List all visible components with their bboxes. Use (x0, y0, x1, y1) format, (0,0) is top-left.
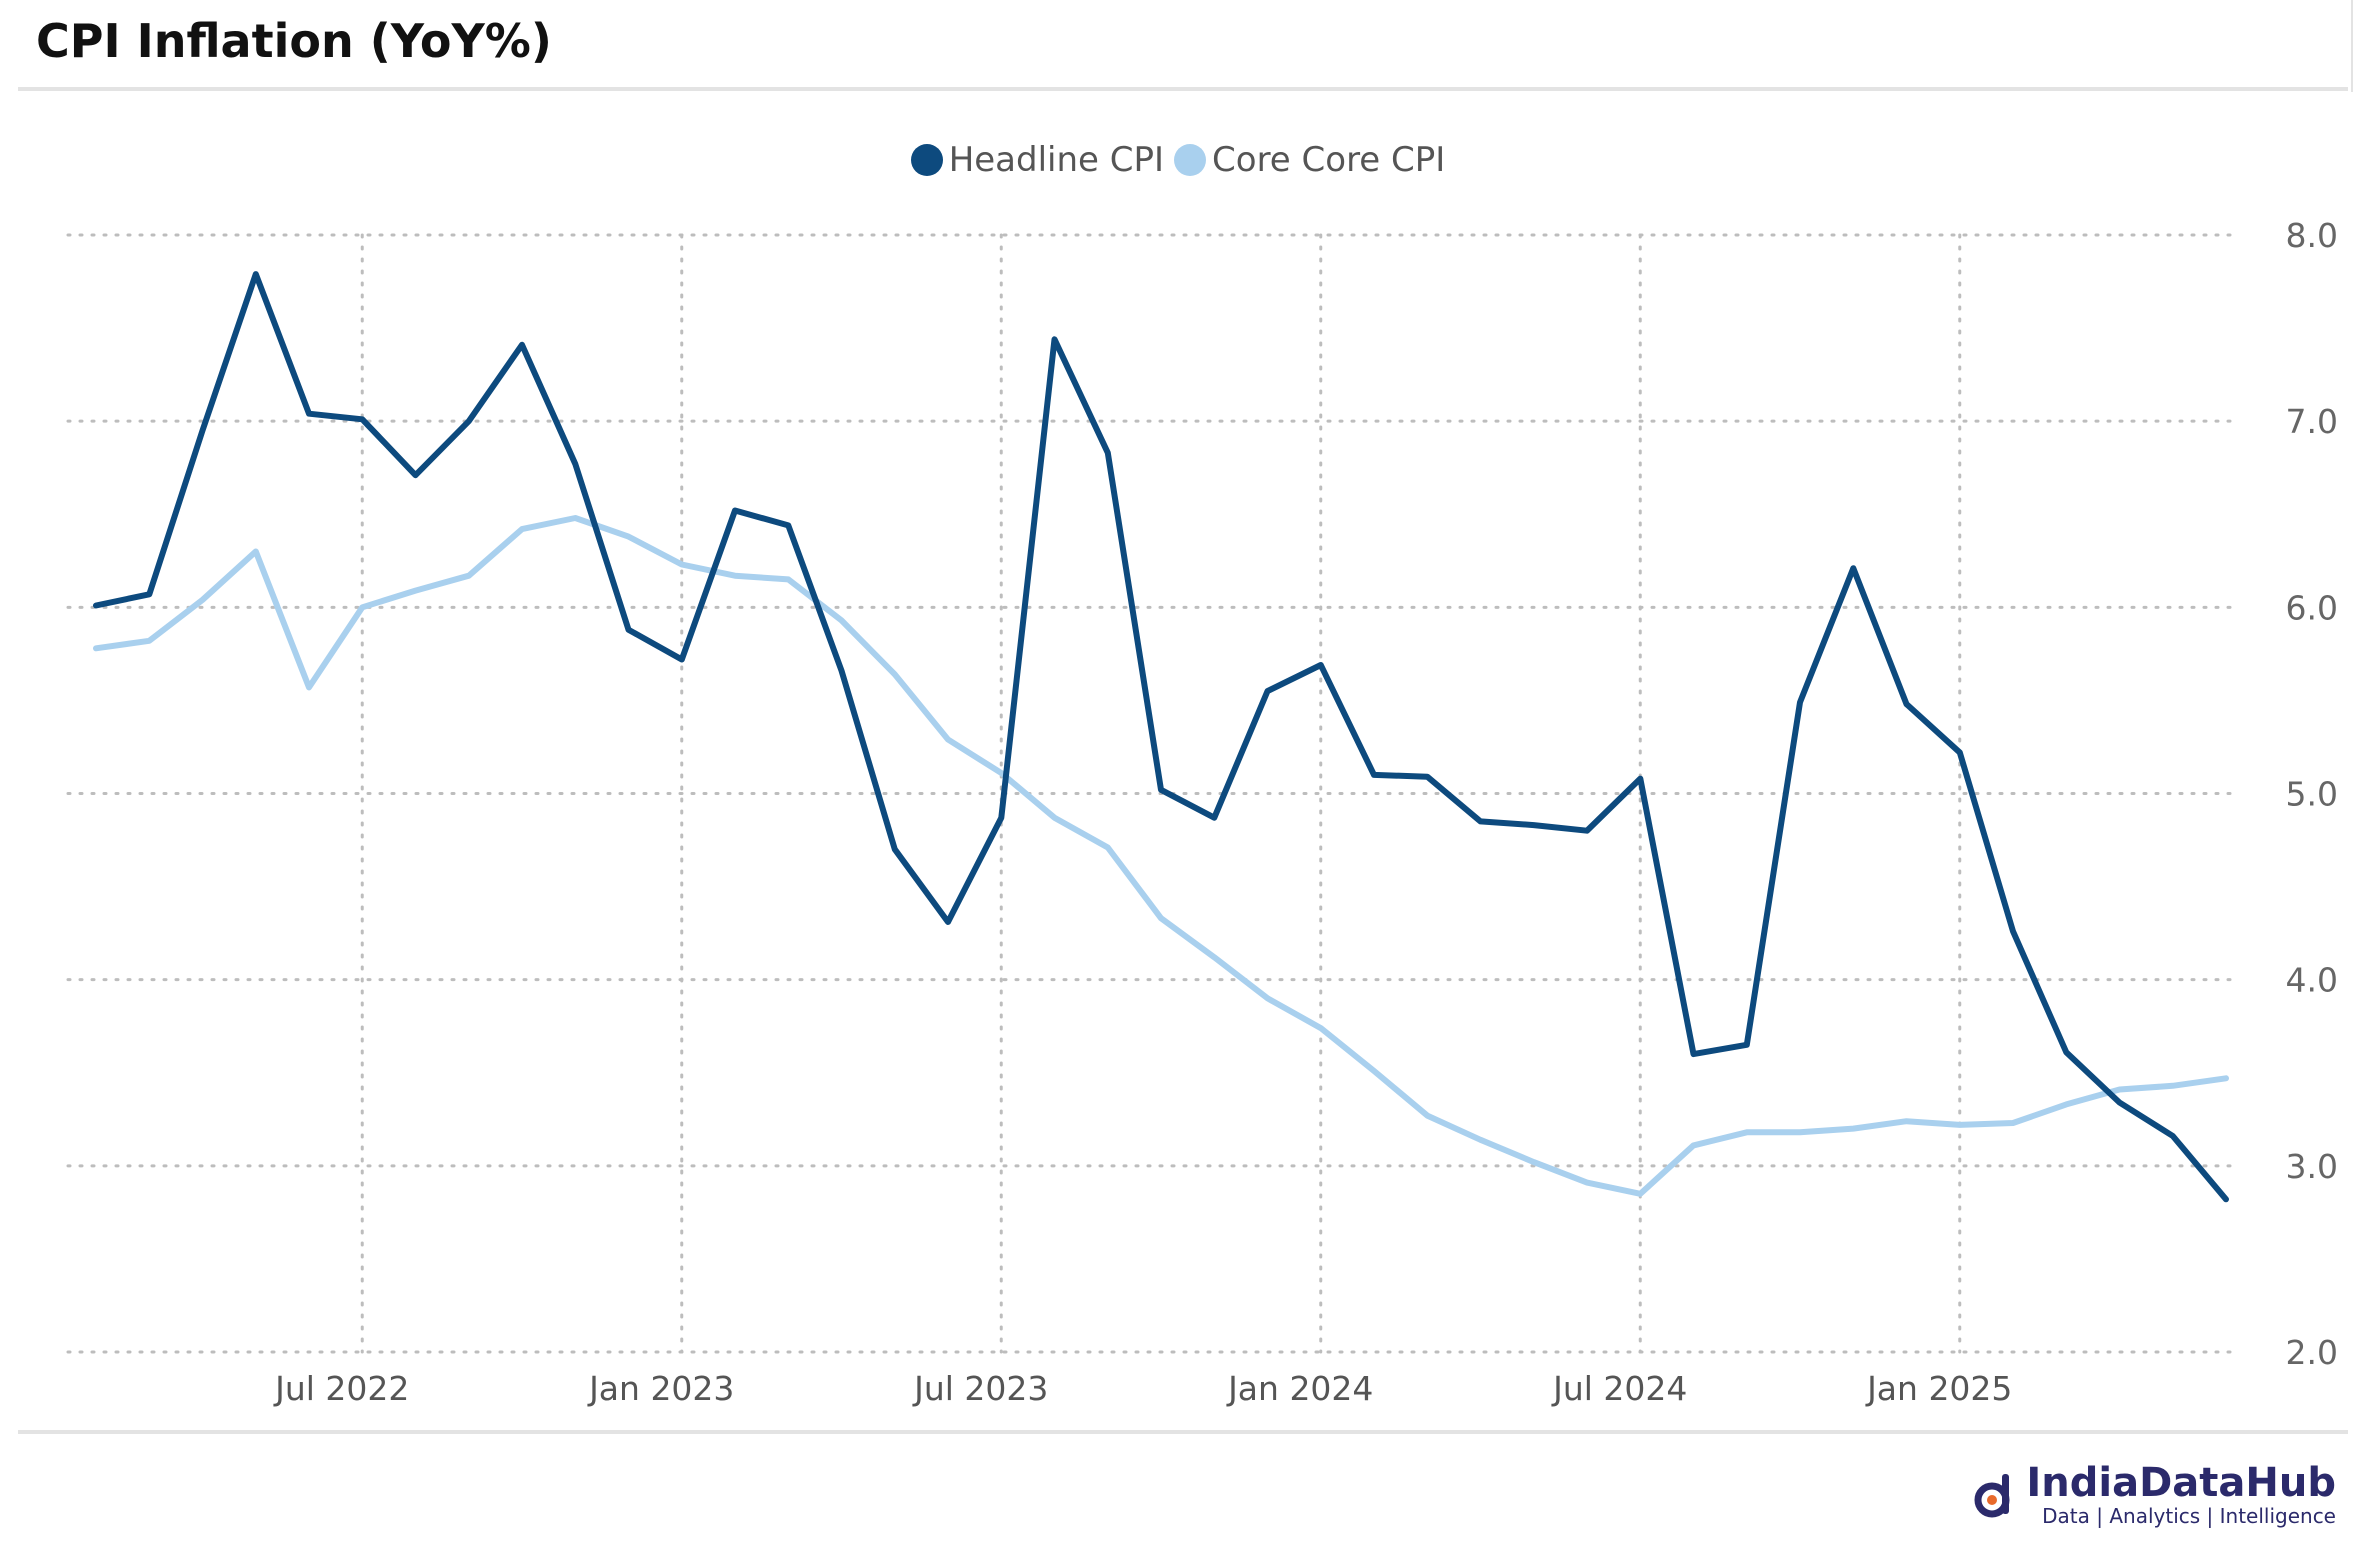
x-tick-label: Jul 2022 (273, 1369, 409, 1408)
footer-divider (18, 1430, 2348, 1434)
legend-item-core[interactable]: Core Core CPI (1174, 140, 1445, 180)
chart-legend: Headline CPI Core Core CPI (0, 140, 2356, 180)
y-tick-label: 5.0 (2286, 775, 2338, 814)
y-tick-label: 8.0 (2286, 216, 2338, 255)
x-tick-label: Jul 2024 (1551, 1369, 1687, 1408)
legend-label-headline: Headline CPI (948, 140, 1165, 180)
header-right-border (2351, 0, 2353, 92)
logo-tagline: Data | Analytics | Intelligence (2042, 1504, 2336, 1528)
y-tick-label: 4.0 (2286, 961, 2338, 1000)
x-tick-label: Jan 2023 (587, 1369, 734, 1408)
y-tick-label: 6.0 (2286, 588, 2338, 627)
y-tick-label: 2.0 (2286, 1333, 2338, 1372)
brand-logo: IndiaDataHub Data | Analytics | Intellig… (1972, 1462, 2336, 1528)
y-tick-label: 7.0 (2286, 402, 2338, 441)
logo-name: IndiaDataHub (2026, 1460, 2336, 1506)
legend-marker-headline (910, 144, 943, 176)
series-line-headline-cpi (93, 271, 2229, 1203)
legend-label-core: Core Core CPI (1212, 140, 1446, 180)
y-tick-label: 3.0 (2286, 1147, 2338, 1186)
legend-marker-core (1174, 144, 1207, 176)
x-tick-label: Jul 2023 (912, 1369, 1048, 1408)
legend-item-headline[interactable]: Headline CPI (910, 140, 1165, 180)
x-tick-label: Jan 2025 (1865, 1369, 2012, 1408)
header-divider (18, 87, 2348, 91)
chart-title: CPI Inflation (YoY%) (36, 14, 552, 68)
series-line-core-core-cpi (93, 515, 2229, 1197)
logo-icon (1974, 1474, 2010, 1518)
x-tick-label: Jan 2024 (1226, 1369, 1373, 1408)
